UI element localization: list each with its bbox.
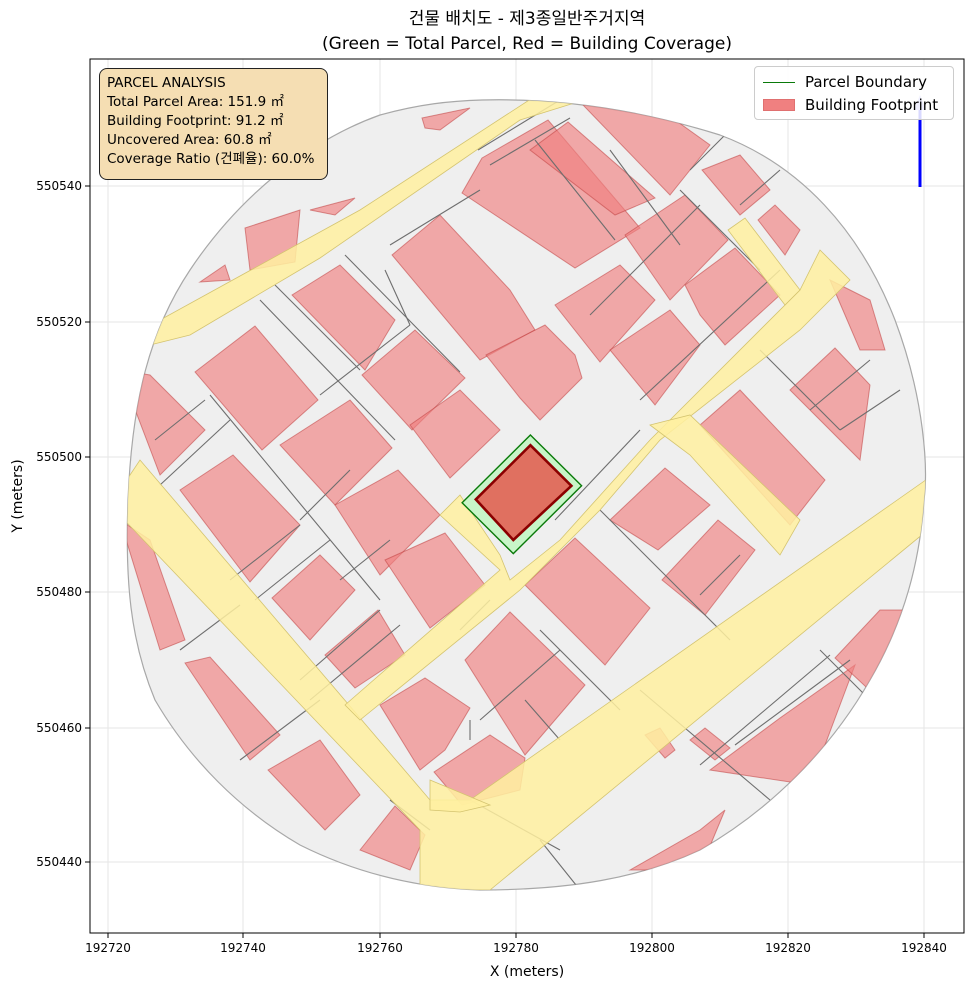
x-tick-label: 192740	[220, 941, 266, 955]
legend-item-building: Building Footprint	[763, 96, 938, 114]
axes-frame	[89, 58, 965, 934]
x-tick-label: 192760	[357, 941, 403, 955]
figure-title-line2: (Green = Total Parcel, Red = Building Co…	[322, 34, 732, 54]
legend-label-parcel: Parcel Boundary	[805, 73, 928, 91]
y-tick-label: 550500	[36, 450, 82, 464]
building-footprint-area: Building Footprint: 91.2 ㎡	[107, 113, 284, 129]
parcel-analysis-box: PARCEL ANALYSIS Total Parcel Area: 151.9…	[99, 68, 328, 180]
y-tick-label: 550440	[36, 855, 82, 869]
y-tick-label: 550460	[36, 721, 82, 735]
x-axis-label: X (meters)	[490, 964, 564, 980]
y-tick-label: 550480	[36, 585, 82, 599]
context-buildings	[127, 101, 906, 871]
legend-item-parcel: Parcel Boundary	[763, 73, 927, 91]
map-legend: Parcel Boundary Building Footprint	[754, 66, 954, 120]
target-building-footprint	[473, 443, 574, 542]
y-axis-label: Y (meters)	[10, 459, 26, 533]
roads	[127, 99, 926, 891]
x-tick-label: 192720	[85, 941, 131, 955]
x-tick-label: 192800	[629, 941, 675, 955]
y-tick-label: 550520	[36, 315, 82, 329]
total-parcel-area: Total Parcel Area: 151.9 ㎡	[107, 94, 284, 110]
x-tick-label: 192840	[901, 941, 947, 955]
legend-label-building: Building Footprint	[805, 96, 939, 114]
uncovered-area: Uncovered Area: 60.8 ㎡	[107, 132, 272, 148]
x-tick-label: 192820	[765, 941, 811, 955]
parcel-line-swatch	[763, 81, 795, 83]
building-patch-swatch	[763, 99, 795, 111]
analysis-heading: PARCEL ANALYSIS	[107, 75, 226, 91]
x-tick-label: 192780	[493, 941, 539, 955]
x-axis: 192720 192740 192760 192780 192800 19282…	[85, 933, 947, 980]
coverage-ratio: Coverage Ratio (건폐율): 60.0%	[107, 151, 315, 167]
y-axis: 550440 550460 550480 550500 550520 55054…	[10, 179, 90, 869]
figure-title-line1: 건물 배치도 - 제3종일반주거지역	[409, 9, 645, 29]
y-tick-label: 550540	[36, 179, 82, 193]
